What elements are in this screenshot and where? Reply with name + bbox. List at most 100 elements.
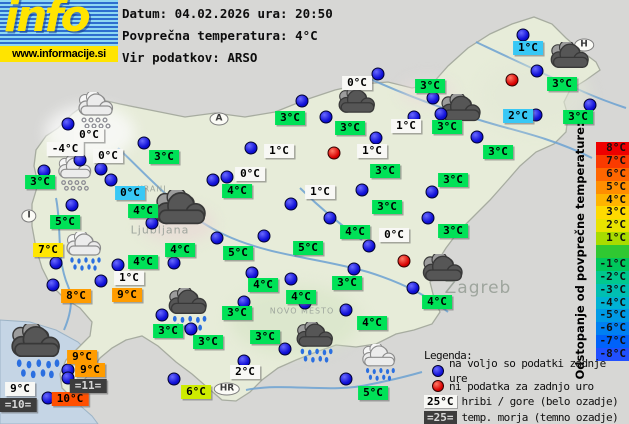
station-dot-available [323, 211, 337, 225]
station-temperature-label: 3°C [153, 324, 183, 338]
station-temperature-label: 1°C [391, 119, 421, 133]
station-temperature-label: 3°C [332, 276, 362, 290]
station-dot-available [137, 136, 151, 150]
station-dot-available [104, 173, 118, 187]
station-dot-available [244, 141, 258, 155]
legend-missing-label: ni podatka za zadnjo uro [449, 379, 594, 393]
road-sign: I [21, 209, 37, 223]
station-dot-available [210, 231, 224, 245]
city-label: NOVO MESTO [269, 306, 335, 316]
station-temperature-label: -4°C [46, 142, 84, 156]
station-dot-available [155, 308, 169, 322]
site-logo[interactable]: info www.informacije.si [0, 0, 118, 62]
station-temperature-label: 3°C [250, 330, 280, 344]
station-temperature-label: 6°C [181, 385, 211, 399]
station-dot-available [167, 256, 181, 270]
station-temperature-label: 5°C [358, 386, 388, 400]
sea-sample-badge: =25= [424, 410, 457, 424]
station-dot-available [94, 274, 108, 288]
station-temperature-label: 3°C [275, 111, 305, 125]
legend-title: Legenda: [424, 349, 473, 363]
station-dot-missing [397, 254, 411, 268]
station-dot-available [371, 67, 385, 81]
scale-row: 8°C [596, 141, 629, 155]
logo-url-link[interactable]: www.informacije.si [0, 46, 118, 62]
city-label: Zagreb [444, 278, 512, 298]
station-temperature-label: 3°C [438, 224, 468, 238]
station-temperature-label: 4°C [248, 278, 278, 292]
mountain-sample-badge: 25°C [424, 395, 457, 409]
station-temperature-label: 0°C [379, 228, 409, 242]
station-temperature-label: 8°C [61, 289, 91, 303]
available-dot-icon [432, 365, 444, 378]
scale-row: 4°C [596, 193, 629, 207]
city-label: KRANJ [137, 184, 167, 194]
missing-dot-icon [432, 380, 444, 393]
station-dot-missing [327, 146, 341, 160]
rain-cloud-icon [66, 232, 102, 271]
station-temperature-label: 0°C [342, 76, 372, 90]
station-temperature-label: 4°C [222, 184, 252, 198]
station-dot-available [49, 256, 63, 270]
station-temperature-label: 4°C [286, 290, 316, 304]
station-dot-available [339, 303, 353, 317]
station-temperature-label: 4°C [357, 316, 387, 330]
station-dot-available [46, 278, 60, 292]
station-temperature-label: 5°C [223, 246, 253, 260]
rain-cloud-icon [168, 288, 207, 331]
station-dot-available [220, 170, 234, 184]
station-temperature-label: 3°C [563, 110, 593, 124]
station-dot-available [516, 28, 530, 42]
station-dot-available [206, 173, 220, 187]
station-temperature-label: 4°C [128, 204, 158, 218]
station-temperature-label: 1°C [305, 185, 335, 199]
station-temperature-label: 3°C [25, 175, 55, 189]
station-dot-available [355, 183, 369, 197]
station-temperature-label: 5°C [293, 241, 323, 255]
station-dot-available [434, 107, 448, 121]
city-label: Ljubljana [130, 223, 190, 237]
station-temperature-label: 9°C [75, 363, 105, 377]
station-temperature-label: 3°C [193, 335, 223, 349]
station-dot-available [421, 211, 435, 225]
station-dot-available [319, 110, 333, 124]
cloud-icon [422, 254, 463, 282]
cloud-icon [155, 190, 206, 225]
station-dot-available [470, 130, 484, 144]
station-temperature-label: 0°C [74, 128, 104, 142]
station-temperature-label: 9°C [5, 382, 35, 396]
station-temperature-label: 10°C [51, 392, 89, 406]
rain-cloud-icon [296, 322, 333, 363]
road-sign: A [209, 112, 229, 126]
station-temperature-label: 3°C [222, 306, 252, 320]
road-sign: HR [213, 382, 241, 396]
scale-row: 3°C [596, 206, 629, 220]
station-temperature-label: 7°C [33, 243, 63, 257]
logo-stripes-background [0, 0, 118, 46]
station-dot-available [111, 258, 125, 272]
station-temperature-label: 3°C [438, 173, 468, 187]
station-temperature-label: 3°C [483, 145, 513, 159]
station-dot-available [369, 131, 383, 145]
header-average-temperature: Povprečna temperatura: 4°C [122, 28, 318, 43]
legend: Legenda: na voljo so podatki zadnje ure … [424, 348, 629, 424]
legend-mountain-label: hribi / gore (belo ozadje) [461, 395, 619, 409]
station-dot-available [284, 272, 298, 286]
station-temperature-label: 1°C [357, 144, 387, 158]
station-dot-available [145, 216, 159, 230]
station-dot-available [184, 322, 198, 336]
station-dot-available [530, 64, 544, 78]
station-dot-available [94, 162, 108, 176]
station-temperature-label: 5°C [50, 215, 80, 229]
station-temperature-label: 3°C [370, 164, 400, 178]
scale-row [596, 245, 629, 258]
station-temperature-label: 1°C [264, 144, 294, 158]
station-temperature-label: 3°C [432, 120, 462, 134]
scale-row: -1°C [596, 257, 629, 271]
station-temperature-label: 3°C [372, 200, 402, 214]
station-dot-available [339, 372, 353, 386]
scale-row: -4°C [596, 296, 629, 310]
scale-row: -7°C [596, 334, 629, 349]
station-temperature-label: 3°C [149, 150, 179, 164]
